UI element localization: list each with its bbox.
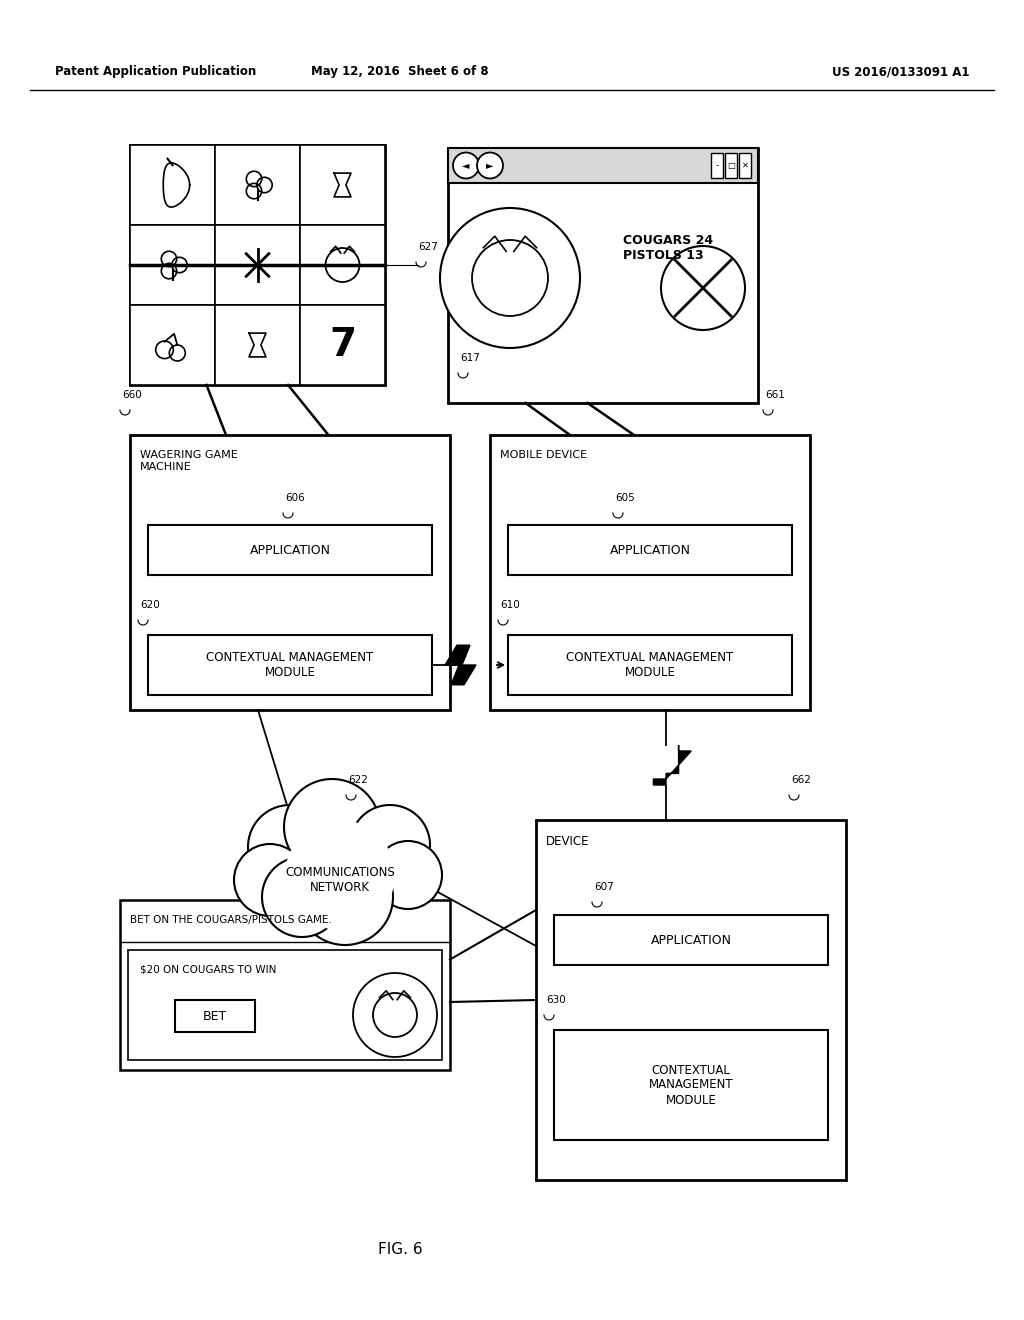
- Circle shape: [472, 240, 548, 315]
- Text: May 12, 2016  Sheet 6 of 8: May 12, 2016 Sheet 6 of 8: [311, 66, 488, 78]
- Text: 627: 627: [418, 242, 438, 252]
- Text: DEVICE: DEVICE: [546, 836, 590, 847]
- Circle shape: [297, 849, 393, 945]
- Bar: [300, 224, 385, 305]
- Circle shape: [234, 843, 306, 916]
- Bar: [711, 153, 723, 178]
- Circle shape: [440, 209, 580, 348]
- Bar: [490, 436, 810, 710]
- Circle shape: [453, 153, 479, 178]
- Bar: [130, 145, 215, 224]
- Text: APPLICATION: APPLICATION: [250, 544, 331, 557]
- Circle shape: [262, 857, 342, 937]
- Circle shape: [248, 805, 332, 888]
- Bar: [215, 224, 300, 305]
- Bar: [148, 525, 432, 576]
- Bar: [300, 305, 385, 385]
- Text: □: □: [727, 161, 735, 170]
- Circle shape: [353, 973, 437, 1057]
- Circle shape: [350, 805, 430, 884]
- Text: 662: 662: [791, 775, 811, 785]
- Text: 607: 607: [594, 882, 613, 892]
- Text: 606: 606: [285, 492, 305, 503]
- Circle shape: [284, 779, 380, 875]
- Text: ✕: ✕: [741, 161, 749, 170]
- Text: COUGARS 24
PISTOLS 13: COUGARS 24 PISTOLS 13: [623, 234, 713, 261]
- Bar: [739, 153, 751, 178]
- Bar: [215, 145, 300, 224]
- Bar: [215, 305, 300, 385]
- Bar: [130, 224, 215, 305]
- Bar: [148, 635, 432, 696]
- Circle shape: [662, 246, 745, 330]
- Text: US 2016/0133091 A1: US 2016/0133091 A1: [833, 66, 970, 78]
- Bar: [120, 900, 450, 1071]
- Text: ◄: ◄: [462, 161, 470, 170]
- Bar: [508, 635, 792, 696]
- Bar: [508, 525, 792, 576]
- Text: MOBILE DEVICE: MOBILE DEVICE: [500, 450, 587, 459]
- Text: 661: 661: [765, 389, 784, 400]
- Text: 622: 622: [348, 775, 368, 785]
- Circle shape: [373, 993, 417, 1038]
- Text: 7: 7: [329, 326, 356, 364]
- Bar: [725, 153, 737, 178]
- Bar: [130, 305, 215, 385]
- Bar: [130, 436, 450, 710]
- Text: BET ON THE COUGARS/PISTOLS GAME.: BET ON THE COUGARS/PISTOLS GAME.: [130, 915, 332, 925]
- Bar: [449, 148, 758, 403]
- Bar: [449, 148, 758, 183]
- Text: $20 ON COUGARS TO WIN: $20 ON COUGARS TO WIN: [140, 965, 276, 975]
- Circle shape: [326, 248, 359, 282]
- Polygon shape: [445, 645, 476, 685]
- Text: Patent Application Publication: Patent Application Publication: [55, 66, 256, 78]
- Text: -: -: [716, 161, 719, 170]
- Bar: [554, 1030, 828, 1140]
- Text: 660: 660: [122, 389, 141, 400]
- Text: APPLICATION: APPLICATION: [650, 933, 731, 946]
- Circle shape: [477, 153, 503, 178]
- Text: APPLICATION: APPLICATION: [609, 544, 690, 557]
- Text: WAGERING GAME
MACHINE: WAGERING GAME MACHINE: [140, 450, 238, 471]
- Text: CONTEXTUAL MANAGEMENT
MODULE: CONTEXTUAL MANAGEMENT MODULE: [207, 651, 374, 678]
- Bar: [536, 820, 846, 1180]
- Text: 617: 617: [460, 352, 480, 363]
- Text: 605: 605: [615, 492, 635, 503]
- Bar: [554, 915, 828, 965]
- Polygon shape: [653, 744, 691, 785]
- Bar: [300, 145, 385, 224]
- Text: FIG. 6: FIG. 6: [378, 1242, 422, 1258]
- Text: ►: ►: [486, 161, 494, 170]
- Circle shape: [285, 820, 395, 931]
- Text: 630: 630: [546, 995, 565, 1005]
- Bar: [130, 145, 385, 385]
- Text: 610: 610: [500, 601, 520, 610]
- Bar: [175, 1001, 255, 1032]
- Text: CONTEXTUAL MANAGEMENT
MODULE: CONTEXTUAL MANAGEMENT MODULE: [566, 651, 733, 678]
- Text: BET: BET: [203, 1010, 227, 1023]
- Text: 620: 620: [140, 601, 160, 610]
- Bar: [128, 950, 442, 1060]
- Text: COMMUNICATIONS
NETWORK: COMMUNICATIONS NETWORK: [285, 866, 395, 894]
- Text: CONTEXTUAL
MANAGEMENT
MODULE: CONTEXTUAL MANAGEMENT MODULE: [648, 1064, 733, 1106]
- Circle shape: [374, 841, 442, 909]
